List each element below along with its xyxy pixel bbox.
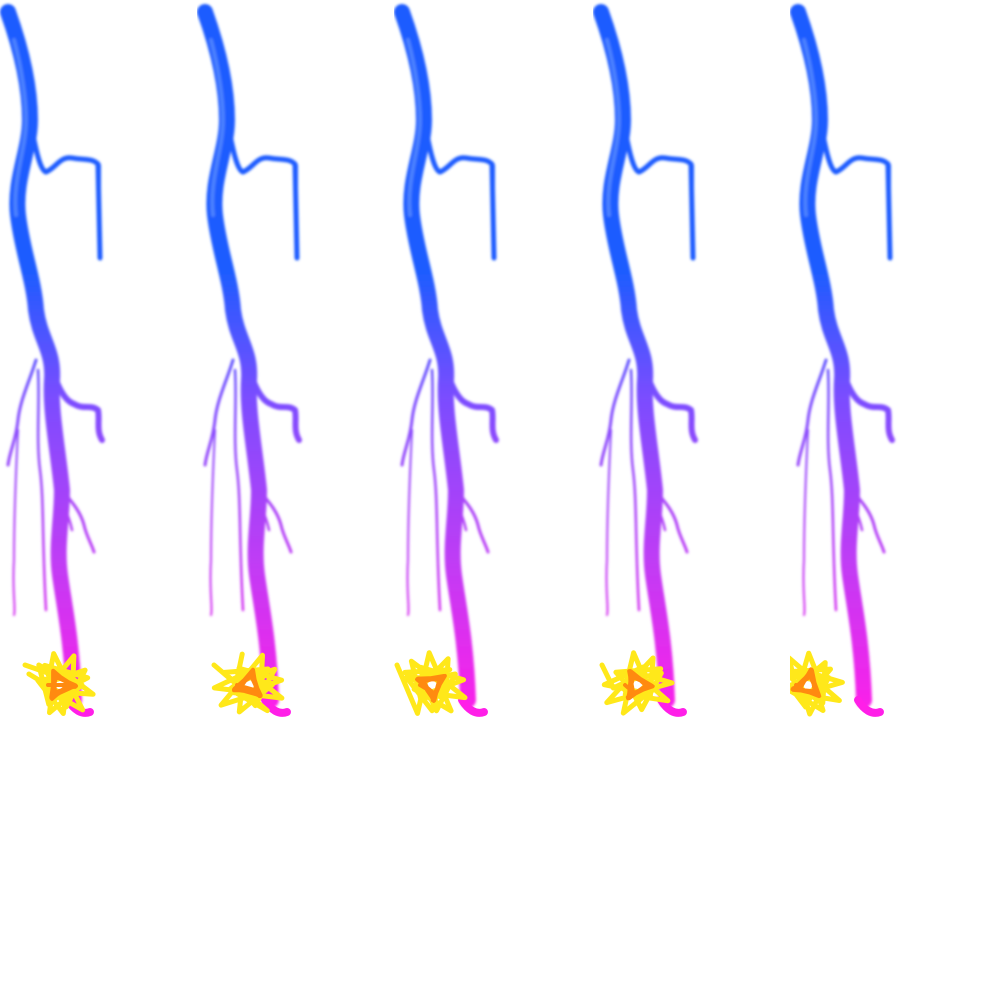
bolt-branch — [60, 488, 96, 554]
sprite-frame-5 — [790, 0, 990, 740]
bolt-branch — [452, 498, 468, 532]
bolt-branch — [819, 127, 893, 261]
bolt-branch — [226, 127, 300, 261]
lightning-bolt-icon — [0, 4, 105, 717]
bolt-branch — [58, 498, 74, 532]
bolt-branch — [29, 127, 103, 261]
spark-impact — [394, 650, 468, 716]
bolt-branch — [400, 358, 432, 467]
bolt-branch — [406, 429, 413, 616]
bolt-trunk — [0, 4, 82, 708]
bolt-trunk — [790, 4, 872, 708]
bolt-branch — [796, 358, 828, 467]
bolt-branch — [826, 368, 838, 612]
spark-impact — [22, 651, 96, 716]
bolt-trunk — [593, 4, 675, 708]
bolt-core — [12, 38, 28, 217]
sprite-frame-2 — [197, 0, 397, 740]
bolt-branch — [255, 498, 271, 532]
bolt-tip — [261, 696, 291, 717]
bolt-branch — [6, 358, 38, 467]
bolt-branch — [257, 488, 293, 554]
bolt-branch — [12, 429, 19, 616]
bolt-core — [605, 38, 621, 217]
sprite-frame-3 — [394, 0, 594, 740]
bolt-branch — [651, 498, 667, 532]
spark-impact — [211, 651, 285, 715]
bolt-core — [209, 38, 225, 217]
bolt-branch — [848, 498, 864, 532]
bolt-branch — [423, 127, 497, 261]
bolt-branch — [454, 488, 490, 554]
bolt-branch — [430, 368, 442, 612]
bolt-tip — [458, 696, 488, 717]
bolt-branch — [209, 429, 216, 616]
bolt-branch — [653, 488, 689, 554]
bolt-core — [802, 38, 818, 217]
bolt-branch — [622, 127, 696, 261]
bolt-branch — [629, 368, 641, 612]
lightning-bolt-icon — [197, 4, 302, 717]
spark-impact — [790, 650, 845, 717]
bolt-branch — [203, 358, 235, 467]
bolt-trunk — [197, 4, 279, 708]
bolt-branch — [45, 357, 105, 443]
lightning-bolt-icon — [593, 4, 698, 717]
bolt-branch — [439, 357, 499, 443]
bolt-branch — [638, 357, 698, 443]
bolt-branch — [599, 358, 631, 467]
bolt-branch — [802, 429, 809, 616]
bolt-branch — [835, 357, 895, 443]
bolt-trunk — [394, 4, 476, 708]
sprite-frame-1 — [0, 0, 200, 740]
bolt-branch — [36, 368, 48, 612]
spark-impact — [599, 650, 675, 716]
lightning-bolt-icon — [790, 4, 895, 717]
bolt-branch — [233, 368, 245, 612]
bolt-branch — [850, 488, 886, 554]
bolt-tip — [854, 696, 884, 717]
sprite-frame-4 — [593, 0, 793, 740]
lightning-bolt-icon — [394, 4, 499, 717]
bolt-branch — [605, 429, 612, 616]
bolt-core — [406, 38, 422, 217]
bolt-branch — [242, 357, 302, 443]
